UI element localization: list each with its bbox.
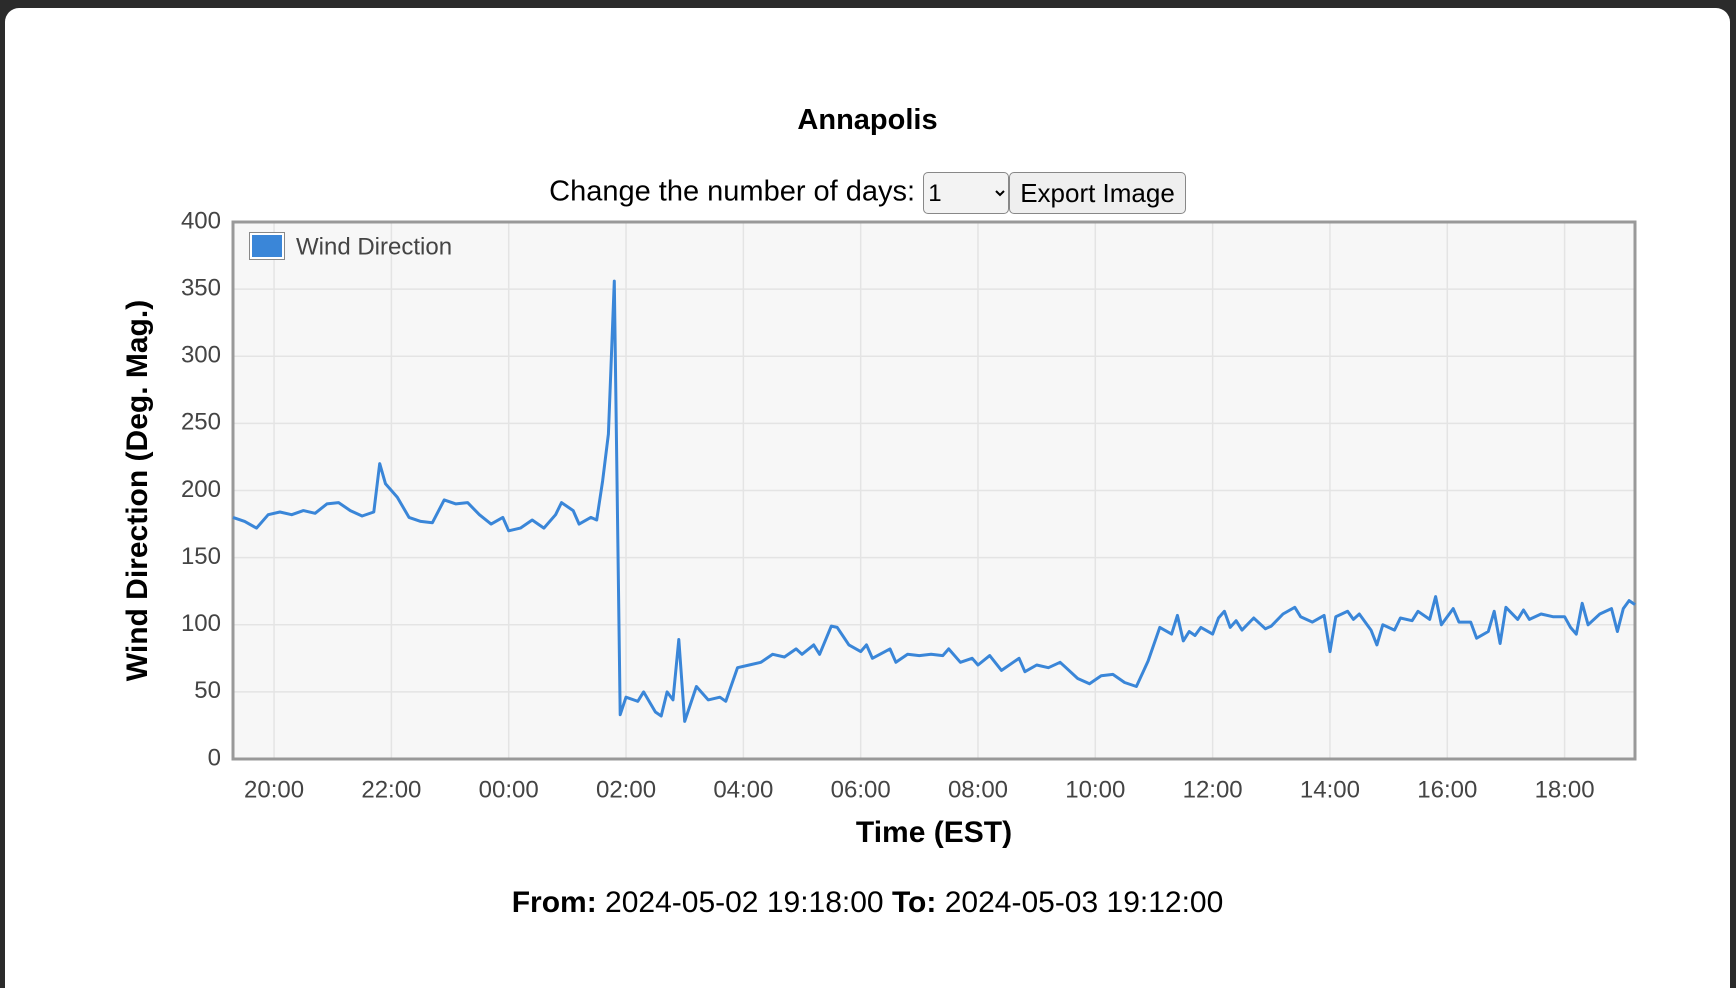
window: Annapolis Change the number of days: 1 Ex… — [5, 8, 1730, 988]
days-label: Change the number of days: — [549, 175, 916, 208]
legend-swatch — [250, 233, 284, 259]
x-tick-label: 18:00 — [1535, 776, 1595, 803]
plot-border — [231, 220, 1637, 761]
x-tick-label: 08:00 — [948, 776, 1008, 803]
x-tick-label: 06:00 — [831, 776, 891, 803]
x-tick-label: 22:00 — [361, 776, 421, 803]
page-title: Annapolis — [797, 104, 938, 136]
y-tick-label: 300 — [181, 342, 221, 369]
legend-label: Wind Direction — [296, 233, 452, 260]
x-tick-label: 16:00 — [1417, 776, 1477, 803]
x-tick-label: 14:00 — [1300, 776, 1360, 803]
y-tick-label: 0 — [208, 744, 221, 771]
y-tick-label: 100 — [181, 610, 221, 637]
date-range: From: 2024-05-02 19:18:00 To: 2024-05-03… — [5, 886, 1730, 920]
y-tick-label: 400 — [181, 207, 221, 234]
y-tick-label: 200 — [181, 476, 221, 503]
y-axis-title: Wind Direction (Deg. Mag.) — [121, 300, 154, 681]
x-tick-label: 04:00 — [713, 776, 773, 803]
days-select[interactable]: 1 — [923, 172, 1010, 214]
x-tick-label: 02:00 — [596, 776, 656, 803]
export-button[interactable]: Export Image — [1009, 172, 1186, 214]
y-tick-label: 250 — [181, 409, 221, 436]
x-axis-title: Time (EST) — [856, 816, 1012, 849]
from-label: From: — [511, 886, 597, 919]
chart: 0 50 100 150 200 250 300 350 400 20:00 22:00 00:00 0… — [121, 207, 1637, 849]
x-tick-label: 10:00 — [1065, 776, 1125, 803]
y-tick-label: 350 — [181, 274, 221, 301]
x-tick-label: 00:00 — [479, 776, 539, 803]
data-line — [232, 279, 1636, 723]
y-tick-label: 50 — [194, 677, 221, 704]
x-tick-label: 12:00 — [1183, 776, 1243, 803]
to-label: To: — [891, 886, 937, 919]
controls: Change the number of days: 1 Export Image — [5, 172, 1730, 214]
y-tick-label: 150 — [181, 543, 221, 570]
x-tick-label: 20:00 — [244, 776, 304, 803]
to-value: 2024-05-03 19:12:00 — [944, 886, 1224, 919]
from-value: 2024-05-02 19:18:00 — [605, 886, 884, 919]
